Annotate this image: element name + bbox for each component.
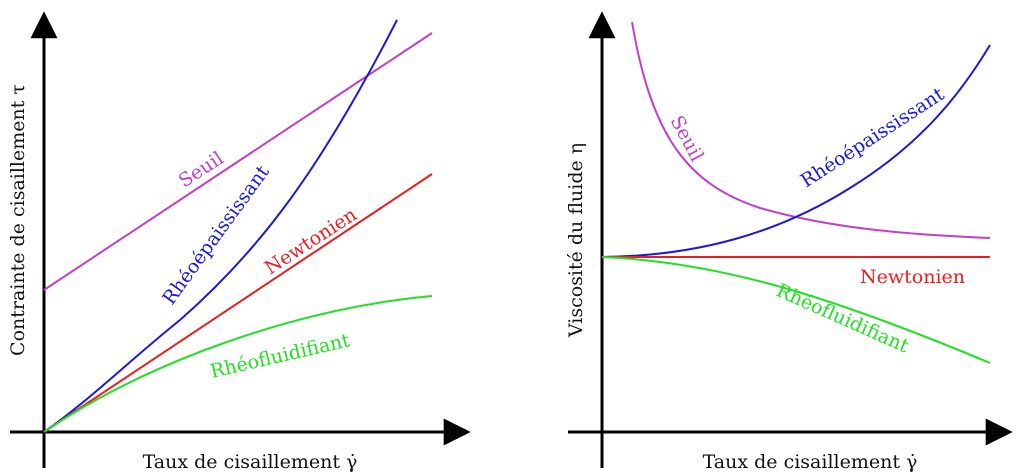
right-label-seuil: Seuil (666, 112, 708, 165)
right-label-rheofluidifiant: Rhéofluidifiant (773, 279, 912, 357)
left-curve-newtonien (43, 173, 433, 433)
left-label-rheofluidifiant: Rhéofluidifiant (208, 329, 352, 383)
right-curve-rheofluidifiant (601, 256, 991, 364)
right-curve-rheoepaississant (601, 44, 991, 258)
left-curve-rheoepaississant (43, 19, 398, 433)
right-label-rheoepaississant: Rhéoépaississant (797, 83, 949, 192)
right-label-newtonien: Newtonien (860, 266, 965, 288)
right-panel: Seuil Rhéoépaississant Newtonien Rhéoflu… (565, 11, 1013, 473)
left-curve-rheofluidifiant (43, 295, 433, 433)
left-label-newtonien: Newtonien (261, 204, 361, 280)
right-y-label: Viscosité du fluide η (565, 143, 587, 338)
right-x-label: Taux de cisaillement γ̇ (703, 451, 918, 473)
left-curve-seuil (43, 32, 433, 291)
left-panel: Seuil Rhéoépaississant Newtonien Rhéoflu… (7, 11, 471, 473)
left-x-label: Taux de cisaillement γ̇ (143, 451, 358, 473)
right-curve-seuil (631, 21, 991, 239)
left-y-label: Contrainte de cisaillement τ (7, 84, 29, 356)
